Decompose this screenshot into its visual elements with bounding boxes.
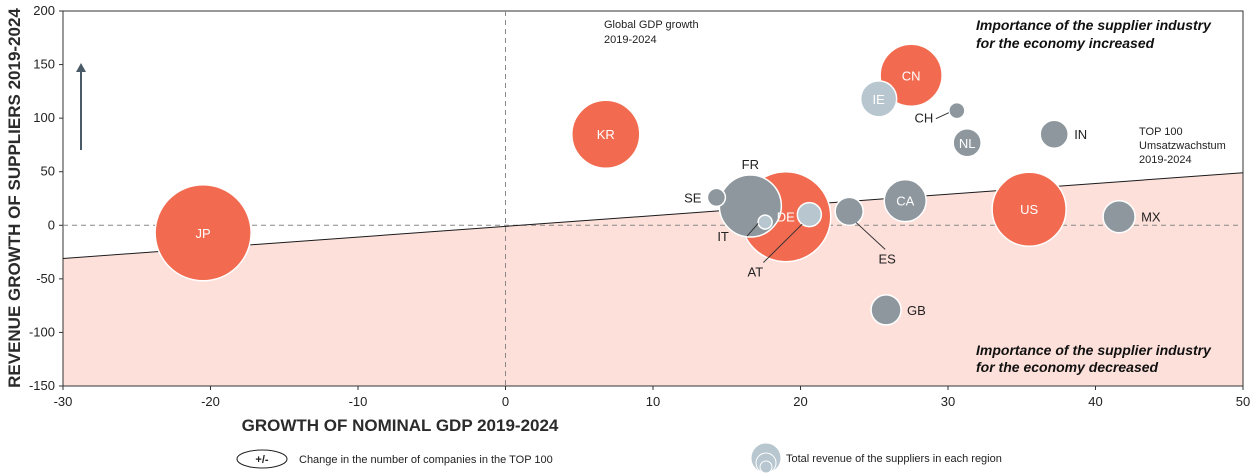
bubble-label-ch: CH bbox=[914, 111, 933, 126]
bubble-fr bbox=[718, 174, 783, 238]
label-leader-lines bbox=[746, 112, 950, 263]
decreased-importance-zone bbox=[63, 172, 1243, 386]
decreased-zone-note-line2: for the economy decreased bbox=[976, 359, 1159, 375]
x-tick-label: -30 bbox=[54, 394, 73, 409]
x-tick-label: 30 bbox=[941, 394, 955, 409]
bubble-nl bbox=[952, 128, 982, 158]
bubble-ca bbox=[883, 178, 927, 223]
bubble-kr bbox=[571, 99, 641, 169]
bubble-label-kr: KR bbox=[597, 127, 615, 142]
bubble-ie bbox=[859, 80, 898, 118]
bubble-cn bbox=[879, 43, 943, 108]
bubble-mx bbox=[1102, 199, 1136, 234]
bubble-label-cn: CN bbox=[902, 68, 921, 83]
bubble-us bbox=[991, 171, 1067, 247]
bubble-jp bbox=[154, 184, 252, 282]
bubble-label-mx: MX bbox=[1141, 210, 1161, 225]
bubble-labels: JP DE US KR CN FR CA IE MX GB IN NL ES AT SE CH IT bbox=[196, 68, 1161, 318]
x-tick-label: -10 bbox=[349, 394, 368, 409]
bubble-label-at: AT bbox=[748, 265, 764, 280]
legend-count-symbol-text: +/- bbox=[255, 454, 268, 466]
leader-line-es bbox=[855, 222, 886, 250]
y-tick-label: 150 bbox=[33, 57, 55, 72]
top100-note-line2: Umsatzwachstum bbox=[1139, 140, 1226, 152]
y-axis-title: REVENUE GROWTH OF SUPPLIERS 2019-2024 bbox=[5, 8, 24, 388]
bubble-label-fr: FR bbox=[742, 157, 759, 172]
x-axis-ticks: -30 -20 -10 0 10 20 30 40 50 bbox=[54, 386, 1250, 409]
bubble-label-es: ES bbox=[879, 251, 897, 266]
global-gdp-note-line2: 2019-2024 bbox=[604, 34, 657, 46]
y-tick-label: 100 bbox=[33, 110, 55, 125]
bubble-gb bbox=[870, 294, 902, 326]
legend-revenue-circle-small bbox=[759, 460, 773, 474]
legend-count-text: Change in the number of companies in the… bbox=[299, 454, 553, 466]
bubble-label-gb: GB bbox=[907, 303, 926, 318]
bubble-label-jp: JP bbox=[196, 226, 211, 241]
y-axis-ticks: 200 150 100 50 0 -50 -100 -150 bbox=[29, 3, 63, 393]
bubble-in bbox=[1039, 119, 1069, 149]
decreased-zone-note-line1: Importance of the supplier industry bbox=[976, 342, 1212, 358]
y-tick-label: 0 bbox=[48, 217, 55, 232]
bubble-series bbox=[154, 43, 1136, 326]
legend-count-symbol bbox=[236, 449, 288, 469]
y-tick-label: -100 bbox=[29, 324, 55, 339]
bubble-es bbox=[834, 196, 864, 227]
bubble-label-se: SE bbox=[684, 190, 702, 205]
bubble-ch bbox=[948, 101, 966, 120]
x-tick-label: 20 bbox=[793, 394, 807, 409]
x-tick-label: 50 bbox=[1236, 394, 1250, 409]
x-axis-title: GROWTH OF NOMINAL GDP 2019-2024 bbox=[242, 416, 559, 435]
bubble-label-de: DE bbox=[777, 210, 795, 225]
y-tick-label: -50 bbox=[36, 271, 55, 286]
legend-revenue-text: Total revenue of the suppliers in each r… bbox=[786, 453, 1002, 465]
x-tick-label: 10 bbox=[646, 394, 660, 409]
y-tick-label: 200 bbox=[33, 3, 55, 18]
top100-note-line1: TOP 100 bbox=[1139, 126, 1183, 138]
bubble-label-nl: NL bbox=[959, 136, 976, 151]
bubble-label-us: US bbox=[1020, 202, 1038, 217]
x-tick-label: 0 bbox=[502, 394, 509, 409]
x-tick-label: 40 bbox=[1088, 394, 1102, 409]
y-tick-label: -150 bbox=[29, 378, 55, 393]
x-tick-label: -20 bbox=[201, 394, 220, 409]
bubble-se bbox=[706, 187, 727, 208]
legend: +/- Change in the number of companies in… bbox=[236, 442, 1002, 474]
bubble-it bbox=[757, 214, 773, 230]
y-tick-label: 50 bbox=[41, 164, 55, 179]
bubble-label-it: IT bbox=[717, 229, 729, 244]
global-gdp-note-line1: Global GDP growth bbox=[604, 19, 699, 31]
leader-line-ch bbox=[935, 112, 950, 120]
bubble-label-ie: IE bbox=[873, 92, 886, 107]
top100-note-line3: 2019-2024 bbox=[1139, 154, 1192, 166]
leader-line-it bbox=[746, 223, 759, 237]
up-arrow-icon bbox=[76, 63, 86, 150]
bubble-label-ca: CA bbox=[896, 194, 914, 209]
leader-line-at bbox=[762, 223, 803, 263]
increased-zone-note-line1: Importance of the supplier industry bbox=[976, 17, 1212, 33]
bubble-at bbox=[796, 201, 823, 228]
bubble-label-in: IN bbox=[1074, 127, 1087, 142]
increased-zone-note-line2: for the economy increased bbox=[976, 35, 1155, 51]
